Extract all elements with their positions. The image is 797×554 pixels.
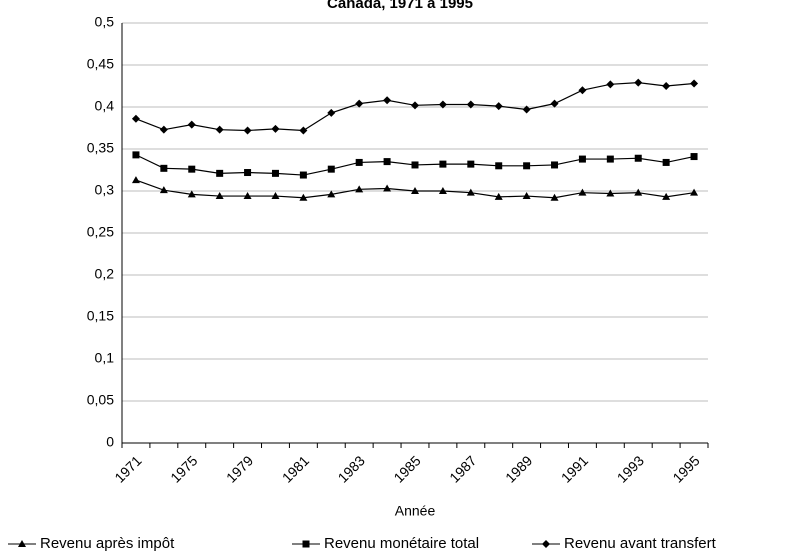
y-tick-label: 0,3 [95,182,115,198]
point [215,125,224,134]
point [606,155,614,163]
point [523,162,531,170]
point [159,125,168,134]
point [159,186,168,194]
y-tick-label: 0,2 [95,266,115,282]
y-tick-label: 0,35 [87,140,114,156]
point [466,100,475,109]
point [578,86,587,95]
point [466,188,475,196]
point [355,99,364,108]
point [439,160,447,168]
x-tick-label: 1995 [669,452,702,485]
point [243,192,252,200]
point [327,108,336,117]
y-tick-label: 0,15 [87,308,114,324]
x-tick-label: 1991 [558,452,591,485]
point [383,184,392,192]
point [271,192,280,200]
x-tick-label: 1971 [111,452,144,485]
x-tick-label: 1975 [167,452,200,485]
point [494,102,503,111]
point [690,153,698,161]
x-tick-label: 1987 [446,452,479,485]
point [522,105,531,114]
legend-marker [18,540,26,547]
x-tick-label: 1983 [335,452,368,485]
x-tick-label: 1979 [223,452,256,485]
y-tick-label: 0 [106,434,114,450]
point [578,188,587,196]
point [383,158,391,166]
legend-label: Revenu avant transfert [564,535,717,552]
point [327,190,336,198]
chart-title: Canada, 1971 à 1995 [327,0,473,12]
y-tick-label: 0,05 [87,392,114,408]
point [299,126,308,135]
point [355,185,364,193]
point [243,126,252,135]
x-axis-label: Année [395,503,436,519]
point [662,82,671,90]
point [244,169,252,177]
y-tick-label: 0,25 [87,224,114,240]
point [271,124,280,133]
point [216,169,224,177]
point [551,161,559,169]
point [160,164,168,172]
point [438,100,447,109]
y-tick-label: 0,5 [95,14,115,30]
y-tick-label: 0,1 [95,350,115,366]
point [187,120,196,129]
point [131,176,140,184]
point [578,155,586,163]
point [634,188,643,196]
point [522,192,531,200]
point [634,78,643,87]
point [383,96,392,105]
x-tick-label: 1981 [279,452,312,485]
point [411,187,419,194]
point [188,165,196,173]
point [550,99,559,108]
legend-marker [542,540,550,548]
x-tick-label: 1993 [614,452,647,485]
legend-marker [302,540,310,548]
point [215,192,224,200]
point [131,114,140,123]
point [299,171,307,179]
point [327,165,335,173]
point [690,79,699,88]
point [132,151,140,159]
point [690,188,699,196]
point [271,169,279,177]
point [634,154,642,162]
point [606,189,615,197]
point [299,193,308,201]
point [411,161,419,169]
point [606,80,615,89]
y-tick-label: 0,45 [87,56,114,72]
point [550,193,559,201]
x-tick-label: 1985 [390,452,423,485]
legend-label: Revenu monétaire total [324,535,479,552]
point [662,192,671,200]
x-tick-label: 1989 [502,452,535,485]
point [662,158,670,166]
point [467,160,475,168]
point [411,101,419,110]
point [438,187,447,194]
y-tick-label: 0,4 [95,98,115,114]
point [355,158,363,166]
point [187,190,196,198]
point [495,162,503,170]
legend-label: Revenu après impôt [40,535,175,552]
point [494,192,503,200]
